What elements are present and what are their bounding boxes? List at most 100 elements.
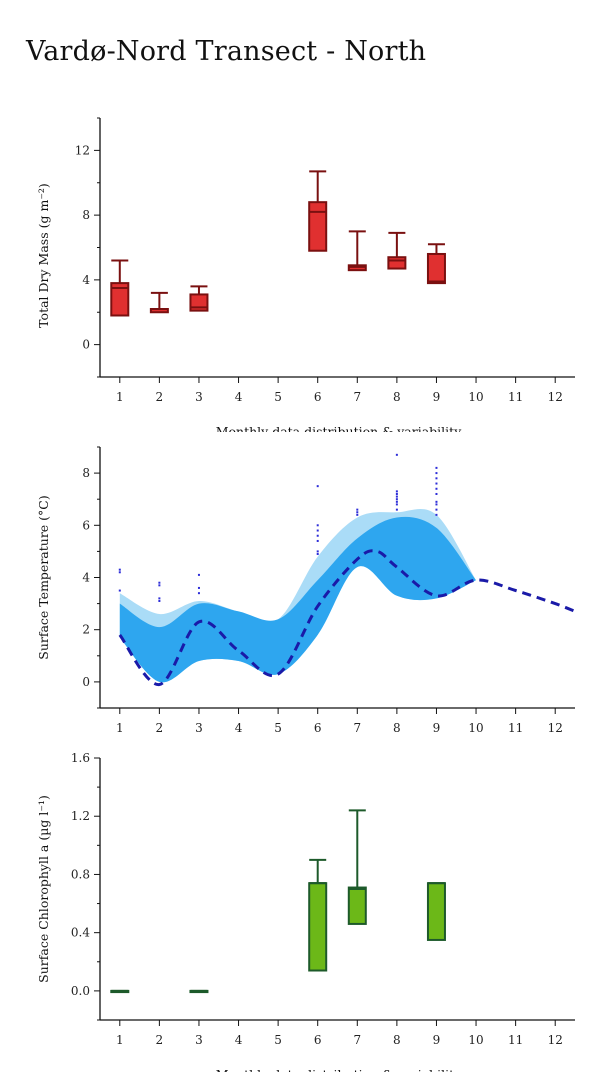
y-tick-label: 1.2: [71, 809, 90, 823]
data-point: [356, 508, 359, 511]
x-axis-label: Monthly data distribution & variability: [216, 1067, 462, 1072]
data-point: [435, 500, 438, 503]
x-tick-label: 4: [235, 721, 243, 735]
box-month-9: [426, 243, 446, 285]
data-point: [316, 539, 319, 542]
data-point: [316, 534, 319, 537]
y-tick-label: 0: [82, 338, 90, 352]
data-point: [118, 568, 121, 571]
x-tick-label: 7: [353, 721, 361, 735]
x-tick-label: 2: [156, 721, 164, 735]
data-point: [435, 513, 438, 516]
chart-2-series: [118, 453, 576, 686]
box: [426, 252, 446, 285]
data-point: [395, 490, 398, 493]
box-month-7: [347, 809, 367, 925]
chart-3-boxes: [110, 809, 446, 994]
x-tick-label: 5: [274, 721, 282, 735]
x-tick-label: 5: [274, 1033, 282, 1047]
x-tick-label: 7: [353, 1033, 361, 1047]
data-point: [435, 482, 438, 485]
data-point: [356, 513, 359, 516]
y-tick-label: 8: [82, 208, 90, 222]
x-tick-label: 3: [195, 1033, 203, 1047]
x-tick-label: 6: [314, 721, 322, 735]
y-tick-label: 4: [82, 571, 90, 585]
y-axis-label: Surface Temperature (°C): [36, 495, 51, 659]
y-tick-label: 6: [82, 518, 90, 532]
box: [308, 882, 328, 972]
x-tick-label: 9: [433, 721, 441, 735]
data-point: [435, 487, 438, 490]
box: [347, 886, 367, 925]
data-point: [356, 511, 359, 514]
x-tick-label: 4: [235, 1033, 243, 1047]
x-tick-label: 6: [314, 390, 322, 404]
data-point: [158, 581, 161, 584]
y-axis-label: Total Dry Mass (g m⁻²): [36, 183, 51, 328]
x-tick-label: 10: [468, 1033, 483, 1047]
x-tick-label: 7: [353, 390, 361, 404]
data-point: [395, 500, 398, 503]
box-month-6: [308, 858, 328, 972]
y-tick-label: 2: [82, 623, 90, 637]
x-tick-label: 8: [393, 721, 401, 735]
x-tick-label: 11: [508, 721, 523, 735]
y-axis-label: Surface Chlorophyll a (µg l⁻¹): [36, 795, 51, 983]
x-tick-label: 11: [508, 1033, 523, 1047]
data-point: [197, 586, 200, 589]
data-point: [118, 571, 121, 574]
data-point: [316, 553, 319, 556]
data-point: [395, 498, 398, 501]
x-tick-label: 8: [393, 390, 401, 404]
data-point: [158, 597, 161, 600]
box: [426, 882, 446, 941]
box-month-6: [308, 170, 328, 252]
x-tick-label: 9: [433, 390, 441, 404]
data-point: [435, 508, 438, 511]
x-axis-label: Monthly data distribution & variability: [216, 424, 462, 439]
x-tick-label: 8: [393, 1033, 401, 1047]
x-tick-label: 3: [195, 390, 203, 404]
x-tick-label: 1: [116, 721, 124, 735]
y-tick-label: 4: [82, 273, 90, 287]
box-month-7: [347, 230, 367, 272]
y-tick-label: 0.8: [71, 867, 90, 881]
box-month-2: [149, 291, 169, 314]
x-tick-label: 12: [548, 721, 563, 735]
y-tick-label: 12: [75, 143, 90, 157]
data-point: [435, 492, 438, 495]
data-point: [316, 485, 319, 488]
y-tick-label: 0: [82, 675, 90, 689]
x-tick-label: 1: [116, 1033, 124, 1047]
x-tick-label: 2: [156, 1033, 164, 1047]
x-tick-label: 3: [195, 721, 203, 735]
data-point: [435, 477, 438, 480]
box-month-1: [110, 259, 130, 317]
mean-dashed-line: [118, 549, 576, 686]
x-tick-label: 12: [548, 1033, 563, 1047]
y-tick-label: 8: [82, 466, 90, 480]
box-month-8: [387, 231, 407, 270]
box-month-3: [189, 989, 209, 994]
data-point: [118, 589, 121, 592]
x-tick-label: 12: [548, 390, 563, 404]
data-point: [435, 472, 438, 475]
data-point: [316, 524, 319, 527]
data-point: [395, 508, 398, 511]
box: [110, 282, 130, 317]
x-tick-label: 10: [468, 390, 483, 404]
data-point: [435, 466, 438, 469]
box-month-9: [426, 882, 446, 941]
x-tick-label: 2: [156, 390, 164, 404]
box: [387, 256, 407, 270]
data-point: [158, 584, 161, 587]
y-tick-label: 0.4: [71, 926, 90, 940]
box: [308, 201, 328, 252]
data-point: [158, 599, 161, 602]
x-tick-label: 9: [433, 1033, 441, 1047]
range-band-inner: [119, 516, 477, 683]
